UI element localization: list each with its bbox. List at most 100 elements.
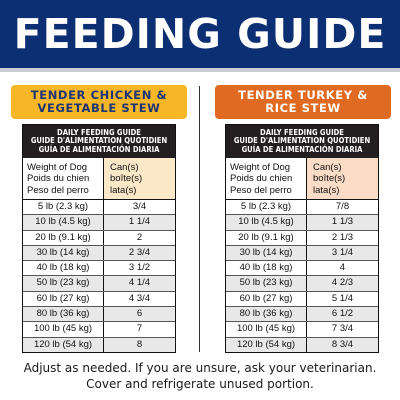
cans-header-en: Can(s) <box>110 162 139 173</box>
weight-cell: 80 lb (36 kg) <box>23 307 104 322</box>
product-banner-chicken: TENDER CHICKEN & VEGETABLE STEW <box>11 85 187 119</box>
weight-cell: 60 lb (27 kg) <box>226 291 307 307</box>
table-row: 80 lb (36 kg) 6 <box>23 307 175 323</box>
cans-cell: 1 1/3 <box>331 216 354 228</box>
table-row: 5 lb (2.3 kg) 3/4 <box>23 200 175 216</box>
weight-header-es: Peso del perro <box>230 184 292 196</box>
table-title: DAILY FEEDING GUIDE GUIDE D'ALIMENTATION… <box>226 125 378 158</box>
table-row: 120 lb (54 kg) 8 <box>23 337 175 352</box>
cans-cell: 8 <box>136 338 143 350</box>
cans-header-es: lata(s) <box>110 184 137 196</box>
table-title-en: DAILY FEEDING GUIDE <box>57 127 141 137</box>
weight-cell: 10 lb (4.5 kg) <box>23 215 104 230</box>
weight-cell: 80 lb (36 kg) <box>226 307 307 322</box>
table-row: 50 lb (23 kg) 4 1/4 <box>23 276 175 292</box>
cans-cell: 2 1/3 <box>331 231 354 243</box>
table-row: 30 lb (14 kg) 2 3/4 <box>23 245 175 262</box>
weight-column-header: Weight of Dog Poids du chien Peso del pe… <box>226 158 307 199</box>
weight-cell: 100 lb (45 kg) <box>226 322 307 337</box>
cans-cell: 8 3/4 <box>331 338 354 350</box>
weight-header-fr: Poids du chien <box>230 173 293 185</box>
product-name-line1: TENDER TURKEY & <box>238 87 368 102</box>
weight-cell: 5 lb (2.3 kg) <box>23 200 104 215</box>
weight-header-fr: Poids du chien <box>27 173 90 185</box>
page-title: FEEDING GUIDE <box>13 9 387 58</box>
table-row: 50 lb (23 kg) 4 2/3 <box>226 276 378 292</box>
table-row: 5 lb (2.3 kg) 7/8 <box>226 200 378 216</box>
footer-line-2: Cover and refrigerate unused portion. <box>86 377 314 391</box>
weight-header-es: Peso del perro <box>27 184 89 196</box>
table-row: 100 lb (45 kg) 7 3/4 <box>226 322 378 338</box>
footer-note: Adjust as needed. If you are unsure, ask… <box>0 360 400 392</box>
product-name-line1: TENDER CHICKEN & <box>30 87 168 102</box>
table-title-es: GUÍA DE ALIMENTACIÓN DIARIA <box>241 144 363 154</box>
table-row: 100 lb (45 kg) 7 <box>23 322 175 338</box>
feeding-table-turkey: DAILY FEEDING GUIDE GUIDE D'ALIMENTATION… <box>225 124 379 353</box>
weight-header-en: Weight of Dog <box>27 162 88 173</box>
cans-cell: 7 <box>136 323 143 335</box>
cans-cell: 6 <box>136 308 143 320</box>
table-row: 20 lb (9.1 kg) 2 <box>23 230 175 246</box>
cans-cell: 2 3/4 <box>128 246 151 258</box>
weight-cell: 50 lb (23 kg) <box>226 276 307 291</box>
weight-header-en: Weight of Dog <box>230 162 291 173</box>
header-divider <box>0 68 400 72</box>
weight-cell: 40 lb (18 kg) <box>226 261 307 276</box>
cans-column-header: Can(s) boîte(s) lata(s) <box>104 158 175 199</box>
cans-cell: 7 3/4 <box>331 323 354 335</box>
table-header: Weight of Dog Poids du chien Peso del pe… <box>23 158 175 200</box>
cans-header-fr: boîte(s) <box>313 173 346 185</box>
cans-cell: 7/8 <box>335 201 350 212</box>
weight-cell: 60 lb (27 kg) <box>23 291 104 307</box>
table-row: 120 lb (54 kg) 8 3/4 <box>226 337 378 352</box>
cans-cell: 3/4 <box>132 201 147 212</box>
weight-cell: 5 lb (2.3 kg) <box>226 200 307 215</box>
weight-cell: 20 lb (9.1 kg) <box>23 230 104 245</box>
column-divider <box>199 86 200 352</box>
cans-cell: 1 1/4 <box>128 216 151 228</box>
weight-cell: 40 lb (18 kg) <box>23 261 104 276</box>
weight-cell: 20 lb (9.1 kg) <box>226 230 307 245</box>
table-header: Weight of Dog Poids du chien Peso del pe… <box>226 158 378 200</box>
cans-cell: 4 <box>339 262 346 274</box>
cans-column-header: Can(s) boîte(s) lata(s) <box>307 158 378 199</box>
cans-cell: 4 1/4 <box>128 277 151 289</box>
table-row: 20 lb (9.1 kg) 2 1/3 <box>226 230 378 246</box>
cans-cell: 5 1/4 <box>331 292 354 304</box>
weight-cell: 10 lb (4.5 kg) <box>226 215 307 230</box>
product-banner-turkey: TENDER TURKEY & RICE STEW <box>215 85 391 119</box>
table-title-en: DAILY FEEDING GUIDE <box>260 127 344 137</box>
weight-cell: 50 lb (23 kg) <box>23 276 104 291</box>
table-body: 5 lb (2.3 kg) 3/4 10 lb (4.5 kg) 1 1/4 20 … <box>23 200 175 352</box>
table-title-fr: GUIDE D'ALIMENTATION QUOTIDIEN <box>233 136 371 146</box>
cans-cell: 3 1/2 <box>128 262 151 274</box>
cans-cell: 4 2/3 <box>331 277 354 289</box>
weight-cell: 100 lb (45 kg) <box>23 322 104 337</box>
cans-header-fr: boîte(s) <box>110 173 143 185</box>
table-row: 40 lb (18 kg) 4 <box>226 261 378 277</box>
table-row: 60 lb (27 kg) 4 3/4 <box>23 291 175 308</box>
weight-cell: 30 lb (14 kg) <box>226 245 307 261</box>
table-row: 80 lb (36 kg) 6 1/2 <box>226 307 378 323</box>
table-row: 10 lb (4.5 kg) 1 1/3 <box>226 215 378 231</box>
weight-column-header: Weight of Dog Poids du chien Peso del pe… <box>23 158 104 199</box>
table-row: 10 lb (4.5 kg) 1 1/4 <box>23 215 175 231</box>
weight-cell: 120 lb (54 kg) <box>23 337 104 352</box>
table-body: 5 lb (2.3 kg) 7/8 10 lb (4.5 kg) 1 1/3 20 … <box>226 200 378 352</box>
table-row: 40 lb (18 kg) 3 1/2 <box>23 261 175 277</box>
weight-cell: 120 lb (54 kg) <box>226 337 307 352</box>
table-row: 60 lb (27 kg) 5 1/4 <box>226 291 378 308</box>
footer-line-1: Adjust as needed. If you are unsure, ask… <box>23 361 377 375</box>
weight-cell: 30 lb (14 kg) <box>23 245 104 261</box>
product-name-line2: VEGETABLE STEW <box>37 101 161 115</box>
table-title-es: GUÍA DE ALIMENTACIÓN DIARIA <box>38 144 160 154</box>
table-title-fr: GUIDE D'ALIMENTATION QUOTIDIEN <box>30 136 168 146</box>
header-bar: FEEDING GUIDE <box>0 0 400 68</box>
cans-header-en: Can(s) <box>313 162 342 173</box>
cans-cell: 3 1/4 <box>331 246 354 258</box>
cans-cell: 4 3/4 <box>128 292 151 304</box>
cans-header-es: lata(s) <box>313 184 340 196</box>
product-name-line2: RICE STEW <box>265 101 341 115</box>
cans-cell: 2 <box>136 231 143 243</box>
table-title: DAILY FEEDING GUIDE GUIDE D'ALIMENTATION… <box>23 125 175 158</box>
